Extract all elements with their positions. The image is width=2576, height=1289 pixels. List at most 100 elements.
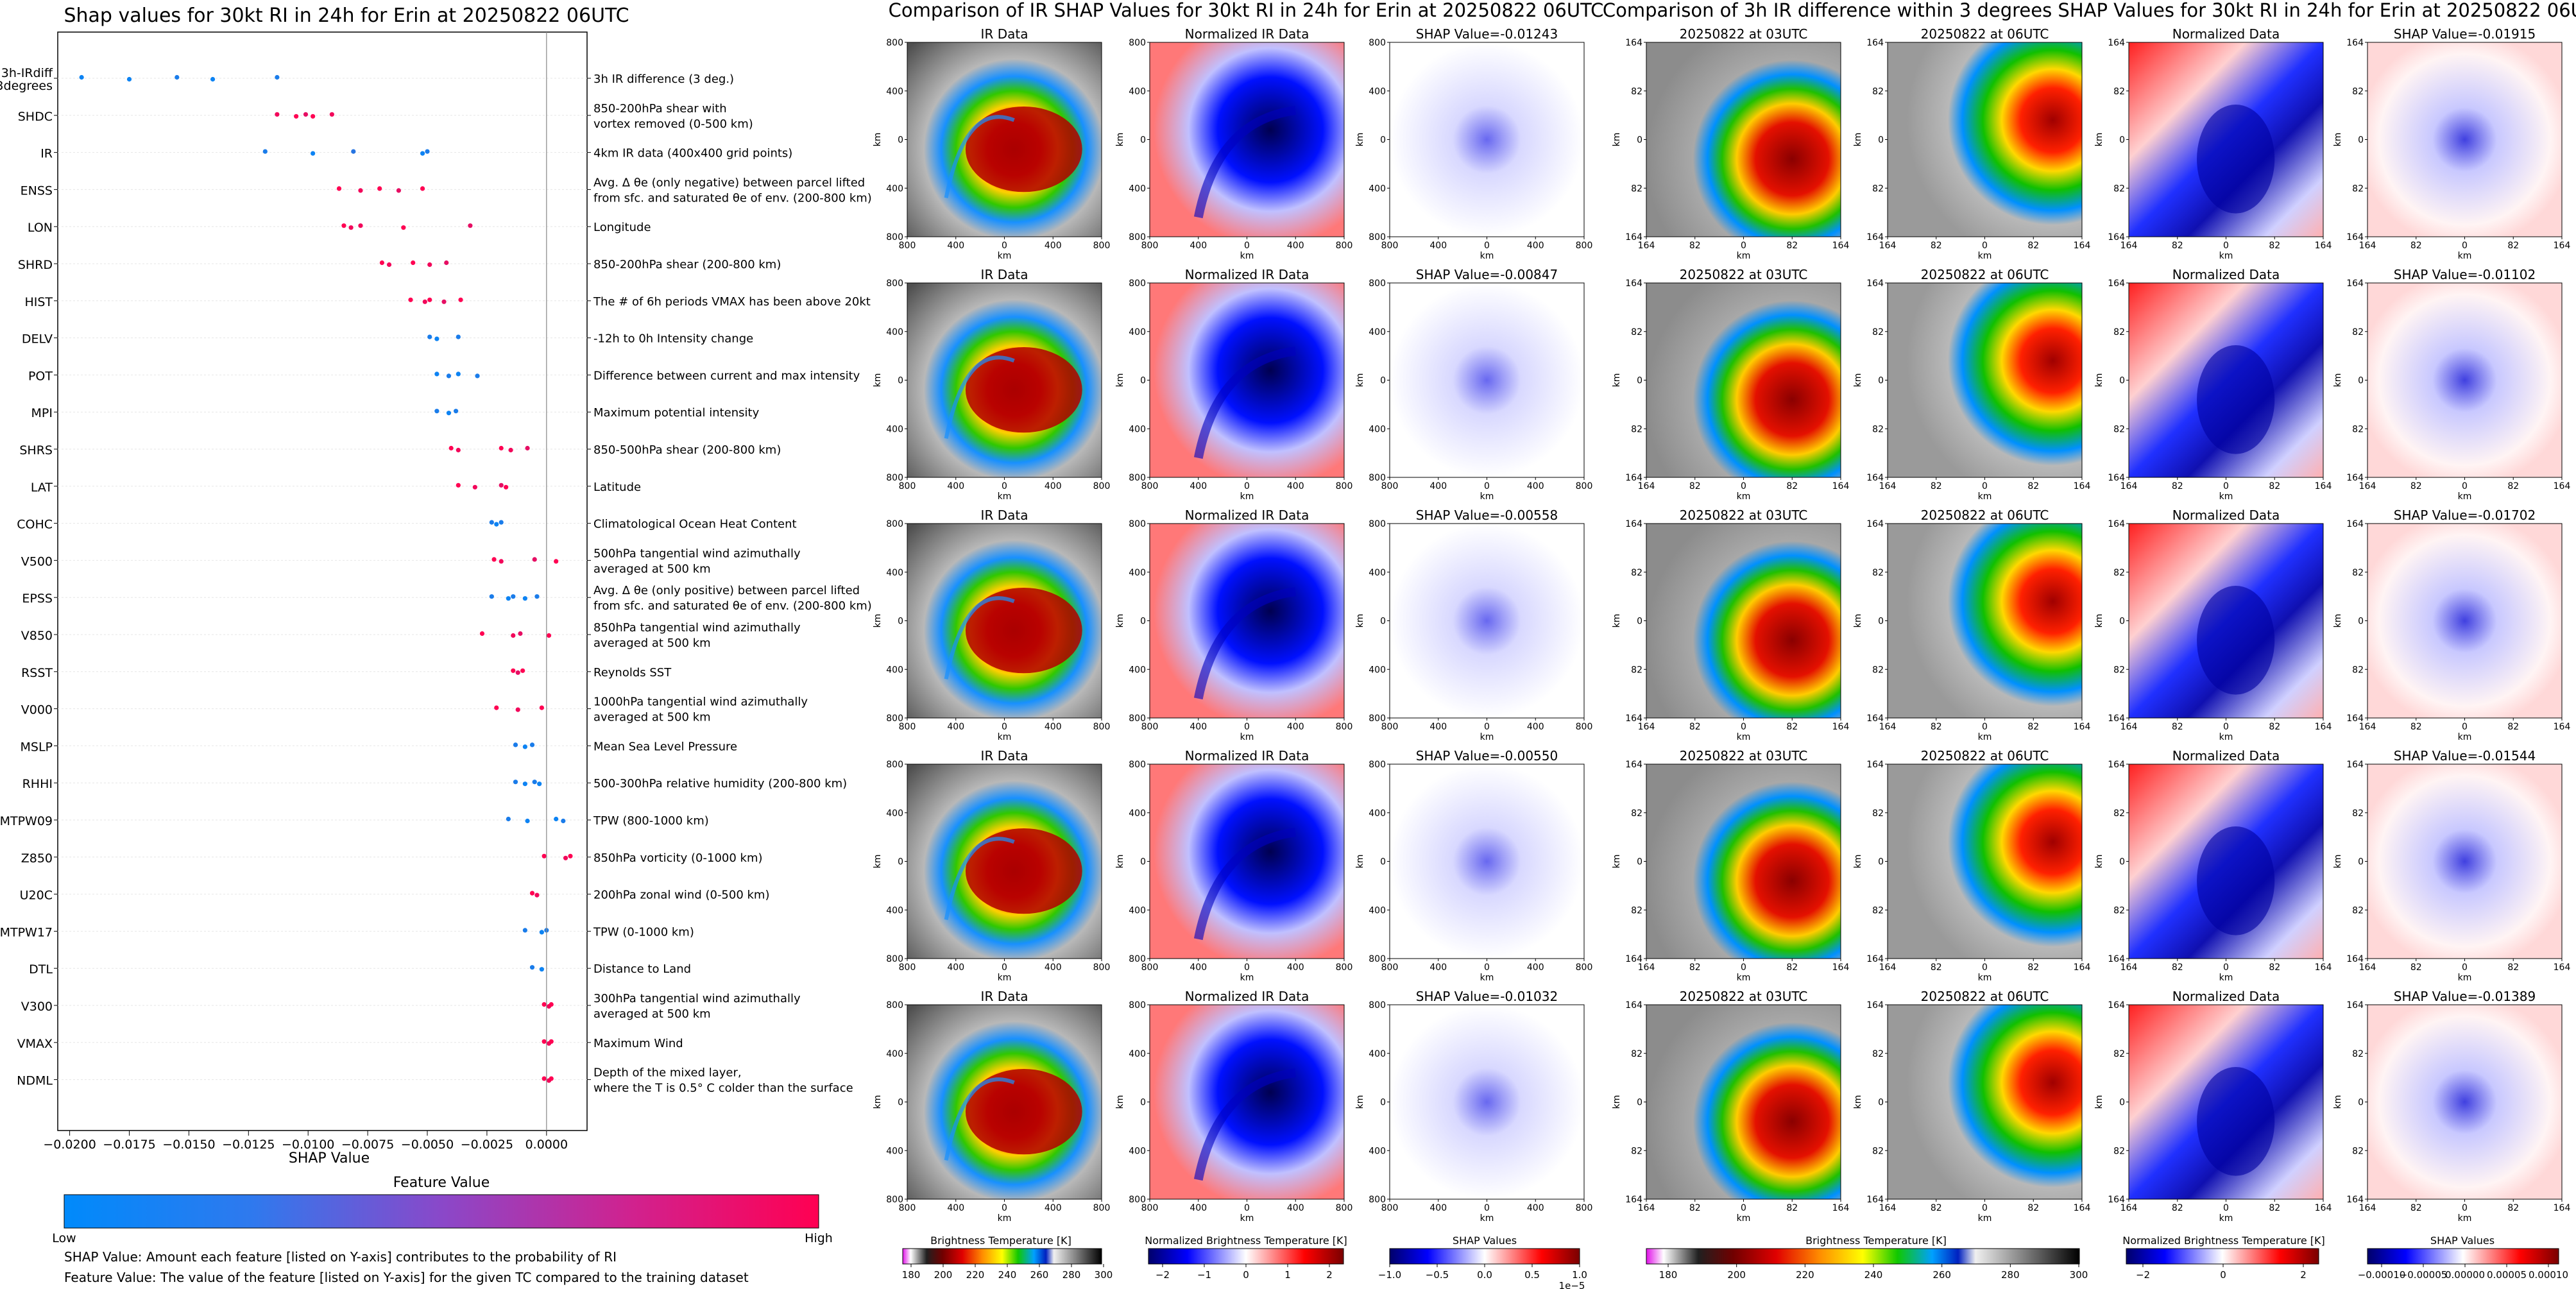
x-axis-label: km <box>998 973 1012 983</box>
y-tick-label: 400 <box>1369 87 1386 97</box>
shap-point <box>522 744 527 749</box>
feature-label: 3degrees <box>0 79 53 93</box>
x-tick-label: 164 <box>2554 722 2571 732</box>
feature-description: Avg. Δ θe (only negative) between parcel… <box>593 176 865 189</box>
shap-point <box>427 334 432 339</box>
shap-point <box>175 74 180 80</box>
y-axis-label: km <box>873 614 883 628</box>
feature-description: Difference between current and max inten… <box>593 369 860 382</box>
shap-point <box>489 520 494 525</box>
y-tick-label: 0 <box>1380 376 1386 386</box>
feature-description: 850hPa tangential wind azimuthally <box>593 621 801 635</box>
x-axis-label: km <box>2219 732 2233 742</box>
x-tick-label: 82 <box>2410 1203 2422 1213</box>
y-tick-label: 164 <box>2108 519 2125 529</box>
shap-point <box>468 223 473 228</box>
y-axis-label: km <box>1853 133 1863 147</box>
x-tick-label: 0 <box>1244 1203 1250 1213</box>
x-tick-label: 800 <box>899 962 916 973</box>
x-tick-label: 400 <box>1045 1203 1062 1213</box>
y-tick-label: 82 <box>2113 568 2125 578</box>
x-tick-label: 164 <box>1879 1203 1897 1213</box>
image-fill <box>2367 1005 2562 1199</box>
feature-label: COHC <box>17 518 53 532</box>
feature-description: 1000hPa tangential wind azimuthally <box>593 696 808 709</box>
feature-label: V500 <box>21 554 53 568</box>
y-tick-label: 0 <box>1878 135 1884 146</box>
x-tick-label: 82 <box>1786 962 1798 973</box>
shap-point <box>401 225 406 230</box>
y-tick-label: 0 <box>898 617 903 627</box>
y-tick-label: 800 <box>886 232 903 243</box>
x-tick-label: 82 <box>1689 1203 1701 1213</box>
x-tick-label: 0 <box>1484 241 1490 251</box>
colorbar-tick-label: 0.5 <box>1524 1269 1540 1281</box>
x-tick-label: 400 <box>1190 241 1207 251</box>
y-tick-label: 0 <box>898 135 903 146</box>
y-tick-label: 164 <box>2108 38 2125 48</box>
x-axis-label: km <box>2458 491 2472 502</box>
colorbar-low-label: Low <box>52 1231 76 1245</box>
shap-point <box>518 631 523 636</box>
shap-point <box>311 114 316 119</box>
panel-title: IR Data <box>981 267 1028 282</box>
x-tick-label: 164 <box>2554 241 2571 251</box>
image-fill <box>1646 283 1841 477</box>
feature-description: Reynolds SST <box>593 666 672 679</box>
x-tick-label: 164 <box>2120 481 2138 491</box>
y-tick-label: 82 <box>2113 1146 2125 1156</box>
y-axis-label: km <box>873 373 883 388</box>
shap-colorbar-label-right: SHAP Values <box>2430 1234 2495 1247</box>
y-tick-label: 82 <box>1631 424 1642 434</box>
panel-title: 20250822 at 03UTC <box>1680 989 1808 1004</box>
x-axis-label: km <box>2219 251 2233 261</box>
x-tick-label: 164 <box>1832 722 1850 732</box>
image-fill <box>1888 1005 2082 1199</box>
x-tick-label: 82 <box>1931 962 1942 973</box>
x-axis-label: km <box>1480 491 1494 502</box>
y-tick-label: 400 <box>1369 665 1386 675</box>
y-tick-label: 400 <box>886 424 903 434</box>
y-tick-label: 82 <box>1631 665 1642 675</box>
x-tick-label: 164 <box>2359 241 2376 251</box>
feature-description: Maximum potential intensity <box>593 406 760 420</box>
x-axis-label: km <box>1240 251 1254 261</box>
colorbar-tick-label: 0.00005 <box>2487 1269 2527 1281</box>
x-tick-label: 800 <box>1093 962 1111 973</box>
shap-colorbar-label: SHAP Values <box>1453 1234 1517 1247</box>
rain-band <box>944 115 1015 198</box>
feature-description: 850hPa vorticity (0-1000 km) <box>593 851 763 865</box>
shap-point <box>377 186 382 191</box>
shap-point <box>534 594 540 599</box>
x-tick-label: 400 <box>1527 722 1544 732</box>
x-tick-label: 400 <box>1429 241 1447 251</box>
rain-band <box>944 596 1015 679</box>
x-tick-label: 400 <box>1045 962 1062 973</box>
x-axis-label: km <box>1240 491 1254 502</box>
colorbar-tick-label: 280 <box>1062 1269 1081 1281</box>
panel-title: SHAP Value=-0.00550 <box>1416 748 1558 764</box>
shap-point <box>549 1039 554 1044</box>
ir-shap-comparison-panel: Comparison of IR SHAP Values for 30kt RI… <box>873 0 1603 1289</box>
y-tick-label: 164 <box>2346 473 2364 483</box>
y-tick-label: 0 <box>2119 617 2125 627</box>
y-axis-label: km <box>1355 133 1365 147</box>
y-tick-label: 164 <box>2108 278 2125 289</box>
x-tick-label: 800 <box>1336 1203 1353 1213</box>
ir-diff-image-grid: 20250822 at 03UTC 164 82 0 82 164 164 82 0 82 164 k… <box>1612 26 2570 1224</box>
colorbar-tick-label: −0.00010 <box>2358 1269 2406 1281</box>
x-tick-label: 800 <box>1381 481 1399 491</box>
shap-point <box>549 1076 554 1081</box>
y-tick-label: 164 <box>1866 760 1884 770</box>
shap-point <box>458 297 463 302</box>
y-axis-label: km <box>1612 133 1622 147</box>
y-tick-label: 164 <box>1866 713 1884 724</box>
shap-point <box>563 855 568 860</box>
image-fill <box>1390 764 1584 959</box>
shap-point <box>525 445 530 451</box>
